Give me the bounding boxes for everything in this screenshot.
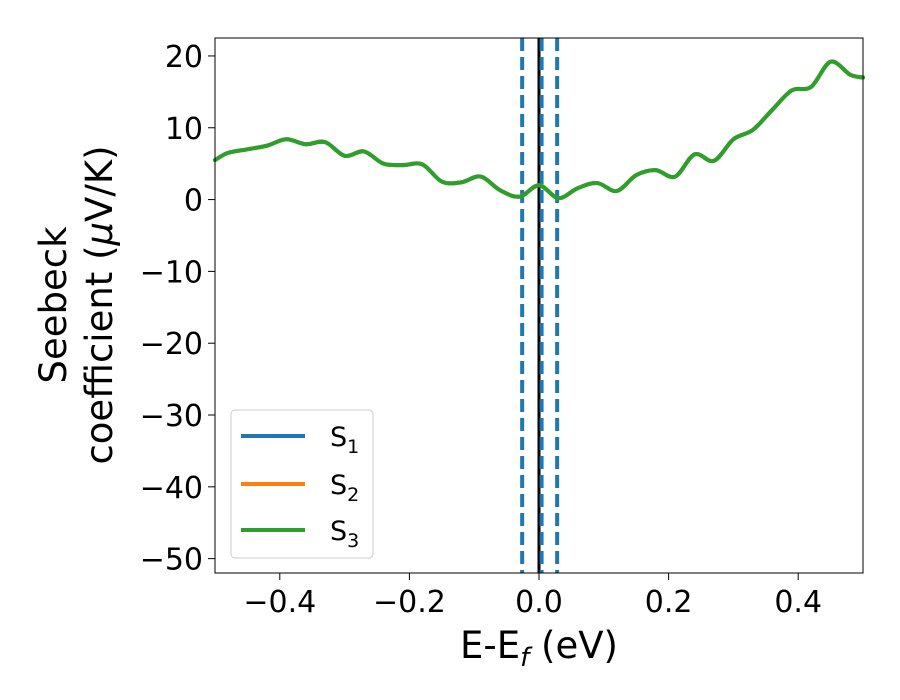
y-tick-label: 10 [165,112,203,147]
legend-label-s1-main: S [330,422,347,453]
legend-label-s2-main: S [330,470,347,501]
y-axis-label-line1: Seebeck [32,226,75,384]
y-axis-label-line2-suffix: V/K) [78,145,121,221]
legend-label-s3-sub: 3 [347,530,359,552]
legend-label-s2-sub: 2 [347,484,359,506]
legend-label-s1: S1 [330,422,359,458]
y-axis-label: Seebeck coefficient (μV/K) [32,145,121,464]
plot-area [213,37,865,574]
legend-label-s3: S3 [330,516,359,552]
legend-label-s2: S2 [330,470,359,506]
y-tick-label: −50 [140,543,203,578]
legend-label-s3-main: S [330,516,347,547]
y-tick-label: −10 [140,255,203,290]
y-axis-label-line2-prefix: coefficient ( [78,245,121,464]
x-axis-label-unit: (eV) [529,624,618,667]
x-axis-label: E-Ef (eV) [460,624,618,673]
legend-label-s1-sub: 1 [347,436,359,458]
x-axis-ticks: −0.4 −0.2 0.0 0.2 0.4 [243,573,822,620]
y-tick-label: −20 [140,327,203,362]
y-tick-label: 0 [184,184,203,219]
x-axis-label-main: E-E [460,624,520,667]
x-tick-label: −0.4 [243,585,316,620]
y-tick-label: 20 [165,40,203,75]
y-axis-label-mu: μ [78,222,121,247]
x-tick-label: 0.0 [515,585,563,620]
x-tick-label: −0.2 [373,585,446,620]
legend: S1 S2 S3 [230,409,374,559]
x-tick-label: 0.4 [774,585,822,620]
y-tick-label: −40 [140,471,203,506]
y-tick-label: −30 [140,399,203,434]
y-axis-label-line2: coefficient (μV/K) [78,145,121,464]
vertical-lines [520,38,560,573]
series-lines [213,59,865,201]
series-line-s3 [213,59,865,201]
y-axis-ticks: 20 10 0 −10 −20 −30 −40 −50 [140,40,215,578]
x-tick-label: 0.2 [645,585,693,620]
